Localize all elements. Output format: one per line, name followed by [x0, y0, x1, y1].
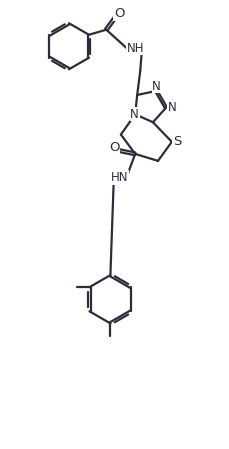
Text: NH: NH — [126, 42, 144, 55]
Text: N: N — [167, 101, 176, 114]
Text: N: N — [130, 108, 139, 121]
Text: S: S — [172, 135, 180, 148]
Text: O: O — [114, 7, 124, 20]
Text: HN: HN — [110, 171, 128, 184]
Text: N: N — [152, 79, 160, 92]
Text: O: O — [109, 141, 119, 154]
